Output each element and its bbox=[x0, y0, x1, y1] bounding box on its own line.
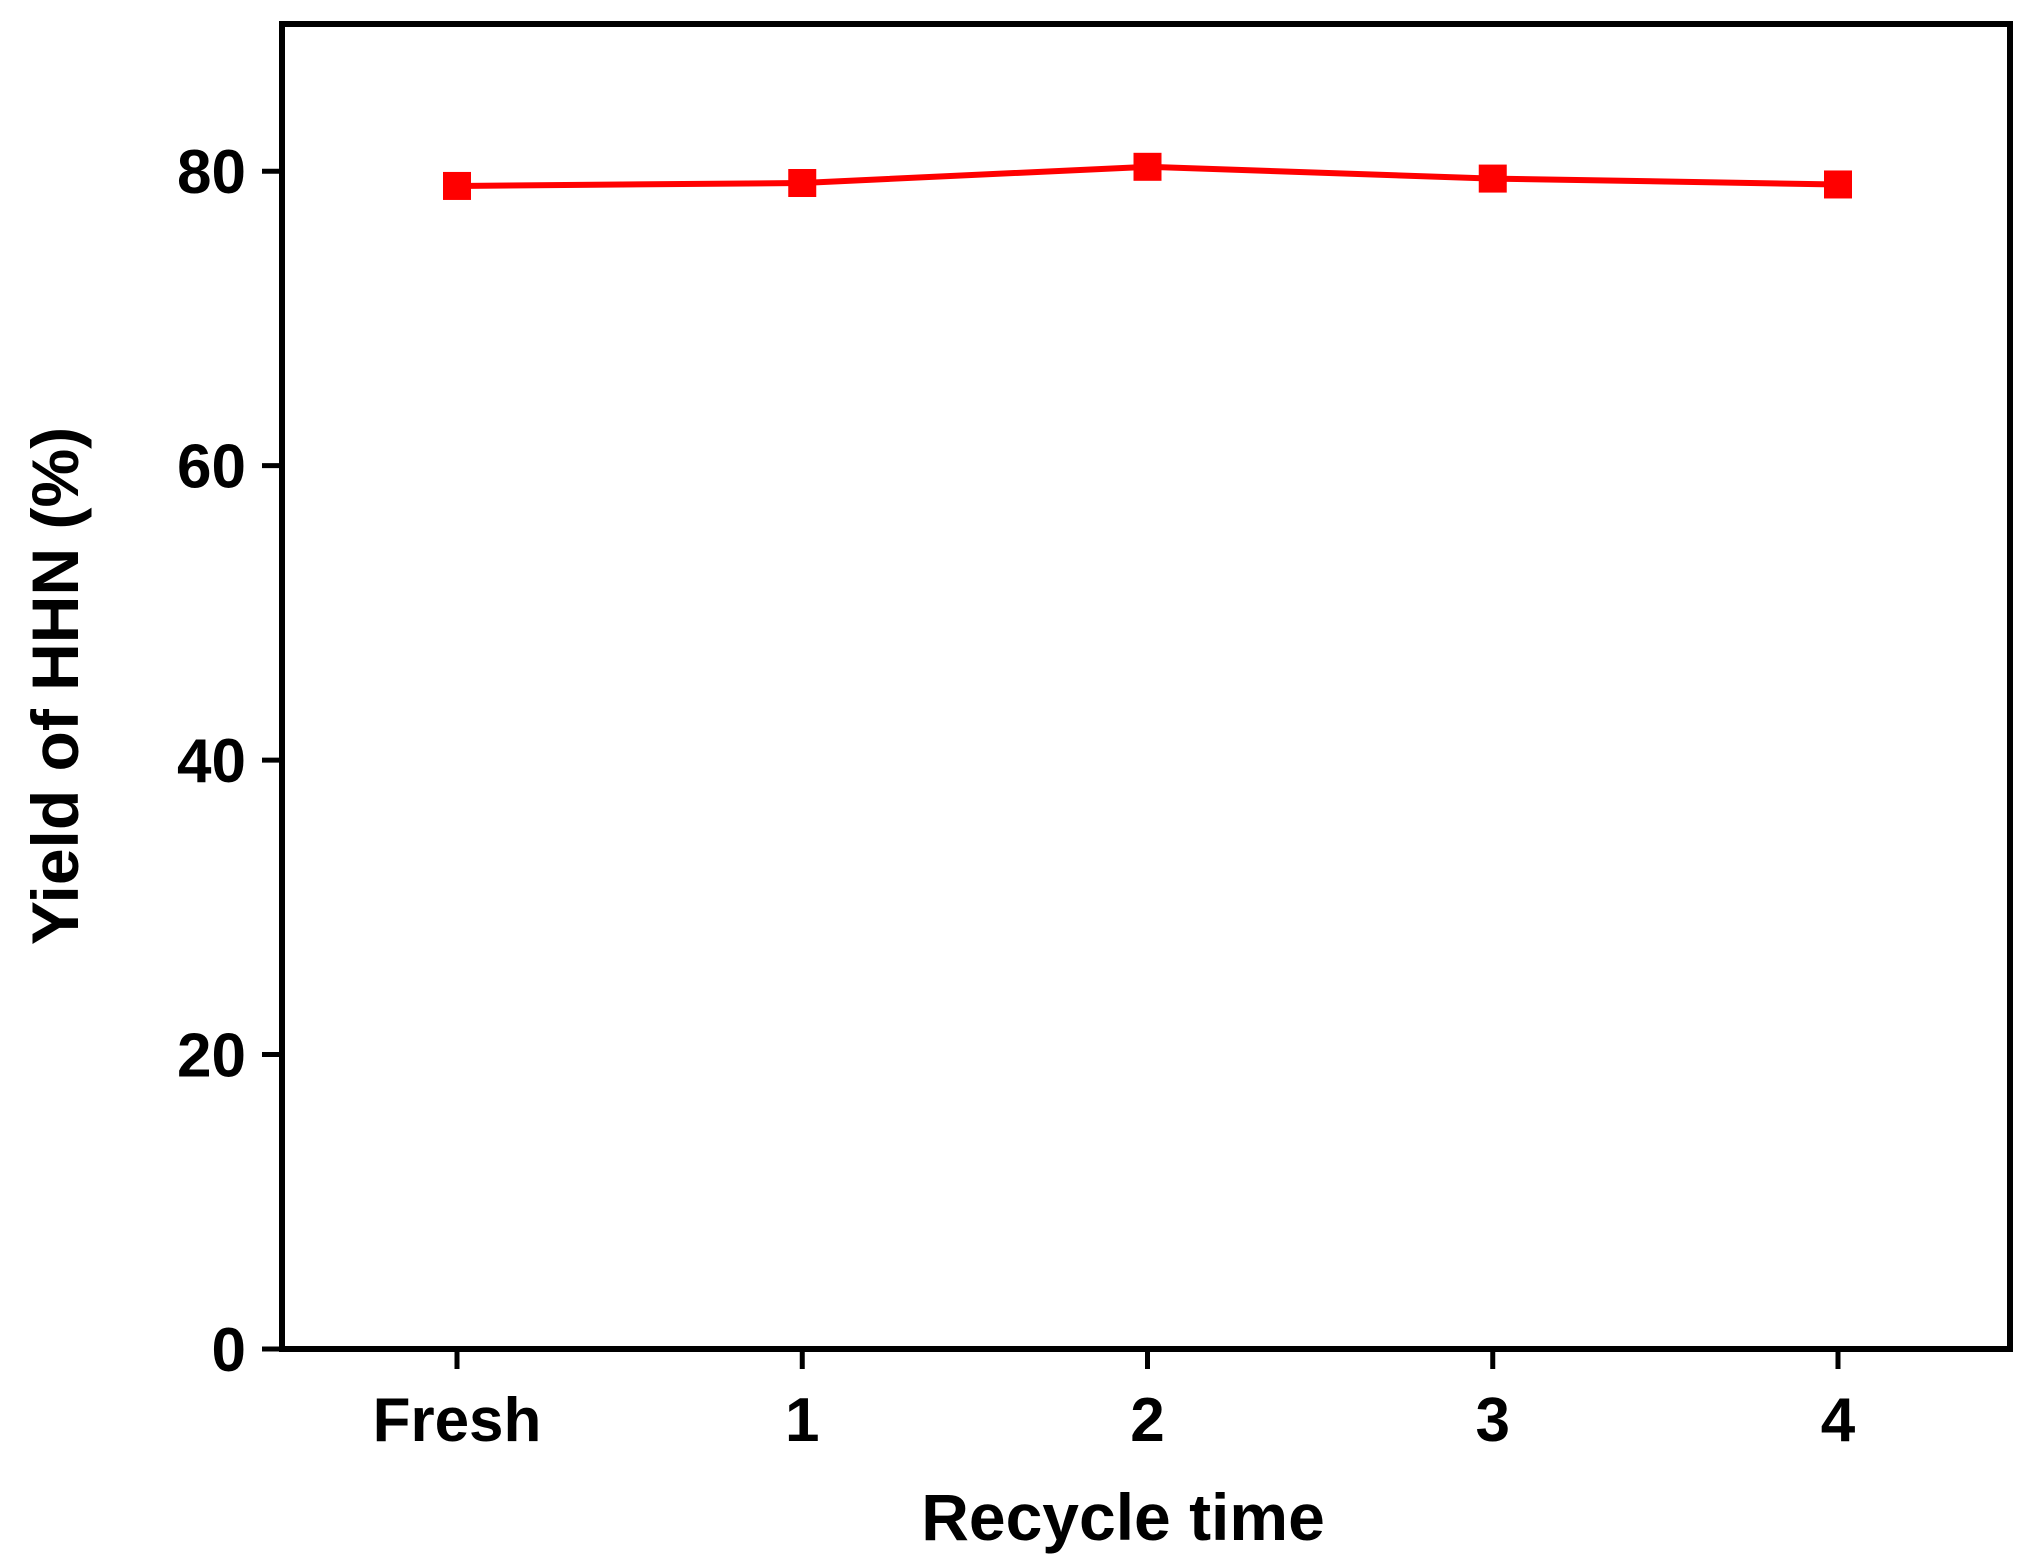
data-point-2 bbox=[1133, 152, 1162, 181]
y-tick-label: 40 bbox=[177, 727, 246, 796]
x-tick-label: Fresh bbox=[373, 1386, 542, 1455]
y-axis-ticks: 0 20 40 60 80 bbox=[177, 138, 282, 1385]
data-point-1 bbox=[788, 169, 817, 197]
series-layer bbox=[443, 152, 1852, 200]
x-tick-label: 3 bbox=[1476, 1386, 1510, 1455]
y-tick-label: 60 bbox=[177, 433, 246, 502]
x-tick-label: 4 bbox=[1821, 1386, 1856, 1455]
y-tick-label: 20 bbox=[177, 1022, 246, 1091]
x-axis-title: Recycle time bbox=[921, 1480, 1325, 1554]
x-tick-label: 2 bbox=[1130, 1386, 1164, 1455]
plot-frame bbox=[279, 21, 2013, 1352]
data-point-3 bbox=[1478, 164, 1507, 193]
x-tick-label: 1 bbox=[785, 1386, 819, 1455]
x-axis-ticks: Fresh 1 2 3 4 bbox=[373, 1349, 1856, 1455]
data-point-fresh bbox=[443, 171, 471, 200]
y-tick-label: 0 bbox=[212, 1316, 246, 1385]
data-point-4 bbox=[1824, 170, 1852, 199]
y-tick-label: 80 bbox=[177, 138, 246, 207]
y-axis-title: Yield of HHN (%) bbox=[18, 427, 92, 945]
